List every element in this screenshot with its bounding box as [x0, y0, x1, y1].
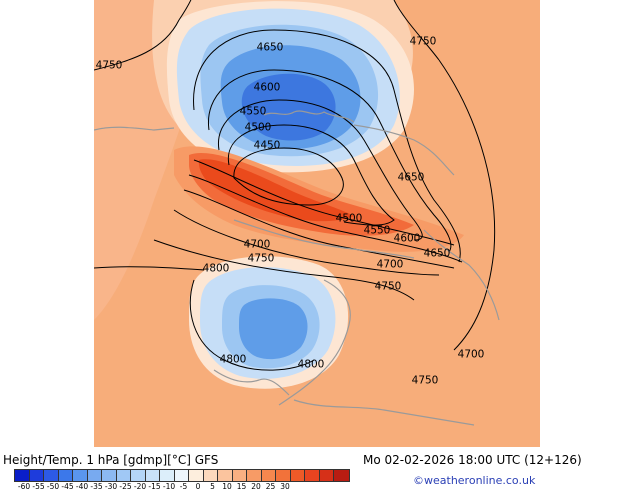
legend-swatch-5	[87, 470, 102, 481]
legend-swatch-11	[174, 470, 189, 481]
legend-swatch-2	[44, 470, 59, 481]
legend-tick-11: -5	[179, 482, 188, 491]
contour-jet-2	[188, 174, 463, 263]
contour-label-4500-mid: 4500	[335, 212, 363, 225]
coast-iberia	[213, 369, 290, 396]
legend-swatch-10	[160, 470, 175, 481]
contour-label-4750-s: 4750	[411, 374, 439, 387]
legend-tick-7: -25	[119, 482, 132, 491]
contour-4800-west	[94, 266, 205, 271]
coast-north	[353, 124, 455, 176]
contour-label-4700-west: 4700	[243, 238, 271, 251]
contour-4450	[233, 147, 344, 206]
legend-tick-17: 25	[265, 482, 276, 491]
contour-4650-outer	[193, 29, 461, 263]
legend-tick-10: -10	[162, 482, 176, 491]
footer	[0, 447, 634, 490]
chart-title: Height/Temp. 1 hPa [gdmp][°C] GFS	[3, 453, 219, 467]
legend-swatch-0	[15, 470, 30, 481]
legend-tick-12: 0	[195, 482, 201, 491]
contour-label-4450: 4450	[253, 139, 281, 152]
contour-label-4500-top: 4500	[244, 121, 272, 134]
legend-swatch-1	[29, 470, 44, 481]
geopotential-contours	[94, 0, 496, 371]
map-panel[interactable]: 4650 4750 4750 4600 4550 4500 4450 4650 4500 4550…	[94, 0, 540, 447]
coast-europe	[278, 279, 351, 406]
legend-swatch-12	[189, 470, 204, 481]
cold-deep-north	[241, 73, 336, 141]
contour-4600	[207, 69, 452, 253]
legend-tick-14: 10	[222, 482, 232, 491]
contour-jet-1	[193, 159, 455, 246]
legend-tick-1: -55	[32, 482, 45, 491]
cold-south	[239, 298, 308, 360]
contour-label-4750-ne: 4750	[409, 35, 437, 48]
legend-tick-18: 30	[280, 482, 290, 491]
legend-tick-15: 15	[236, 482, 247, 491]
legend-swatch-9	[145, 470, 160, 481]
contour-4750-mid	[153, 239, 415, 301]
legend-swatch-7	[116, 470, 131, 481]
contour-4700-east	[438, 59, 496, 351]
contour-jet-3	[183, 189, 455, 269]
legend-tick-16: 20	[251, 482, 261, 491]
contour-label-4550-mid: 4550	[363, 224, 391, 237]
contour-label-4550-top: 4550	[239, 105, 267, 118]
contour-4500	[227, 124, 395, 226]
contour-label-4800-s: 4800	[297, 358, 325, 371]
legend-swatch-16	[247, 470, 262, 481]
contour-label-4650-top: 4650	[256, 41, 284, 54]
legend-tick-4: -40	[75, 482, 89, 491]
contour-label-4600-mid: 4600	[393, 232, 421, 245]
legend-swatch-17	[261, 470, 276, 481]
legend-swatch-22	[334, 470, 349, 481]
contour-label-4750-mid: 4750	[374, 280, 402, 293]
warm-jet-hot	[198, 159, 354, 222]
coast-scandinavia	[233, 219, 415, 259]
coast-mediterranean	[293, 399, 475, 426]
legend-swatch-19	[290, 470, 305, 481]
contour-label-4650-mid: 4650	[423, 247, 451, 260]
temperature-field	[94, 0, 540, 447]
legend-swatch-3	[58, 470, 73, 481]
contour-label-4650-east: 4650	[397, 171, 425, 184]
legend-tick-8: -20	[133, 482, 147, 491]
contour-label-4750-west: 4750	[247, 252, 275, 265]
contour-label-4600-top: 4600	[253, 81, 281, 94]
color-legend	[14, 469, 350, 482]
legend-swatch-13	[203, 470, 218, 481]
contour-label-4700-mid: 4700	[376, 258, 404, 271]
coast-arctic-islands	[263, 110, 355, 123]
legend-tick-5: -35	[90, 482, 103, 491]
contour-4750-northeast	[393, 0, 440, 61]
coast-greenland	[94, 126, 175, 131]
legend-tick-13: 5	[210, 482, 215, 491]
coast-russia	[423, 229, 500, 321]
contour-label-4700-se: 4700	[457, 348, 485, 361]
legend-swatch-4	[73, 470, 88, 481]
legend-swatch-15	[232, 470, 247, 481]
contour-label-4800-sw: 4800	[219, 353, 247, 366]
contour-4750-north	[94, 0, 192, 71]
legend-tick-3: -45	[61, 482, 74, 491]
legend-swatch-18	[276, 470, 291, 481]
contour-label-4750-nw: 4750	[95, 59, 123, 72]
contour-4800-south	[189, 279, 315, 371]
legend-tick-0: -60	[17, 482, 31, 491]
legend-swatch-21	[319, 470, 334, 481]
coastlines	[94, 110, 500, 426]
legend-swatch-8	[131, 470, 146, 481]
contour-4550	[217, 99, 423, 241]
valid-time: Mo 02-02-2026 18:00 UTC (12+126)	[363, 453, 582, 467]
legend-swatch-20	[305, 470, 320, 481]
contour-label-4800-west: 4800	[202, 262, 230, 275]
source-credit[interactable]: ©weatheronline.co.uk	[413, 474, 536, 487]
legend-swatch-14	[218, 470, 233, 481]
contour-4700-mid	[173, 209, 440, 276]
legend-tick-6: -30	[104, 482, 118, 491]
legend-swatch-6	[102, 470, 117, 481]
legend-ticks: -60 -55 -50 -45 -40 -35 -30 -25 -20 -15 -10 -5 0 5 10 1…	[14, 482, 348, 492]
legend-tick-9: -15	[148, 482, 161, 491]
legend-tick-2: -50	[46, 482, 60, 491]
